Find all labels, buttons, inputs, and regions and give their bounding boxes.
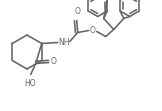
Text: O: O [50, 57, 56, 66]
Text: O: O [75, 7, 81, 16]
Text: O: O [90, 26, 96, 35]
Text: NH: NH [58, 38, 69, 47]
Text: HO: HO [24, 78, 35, 87]
